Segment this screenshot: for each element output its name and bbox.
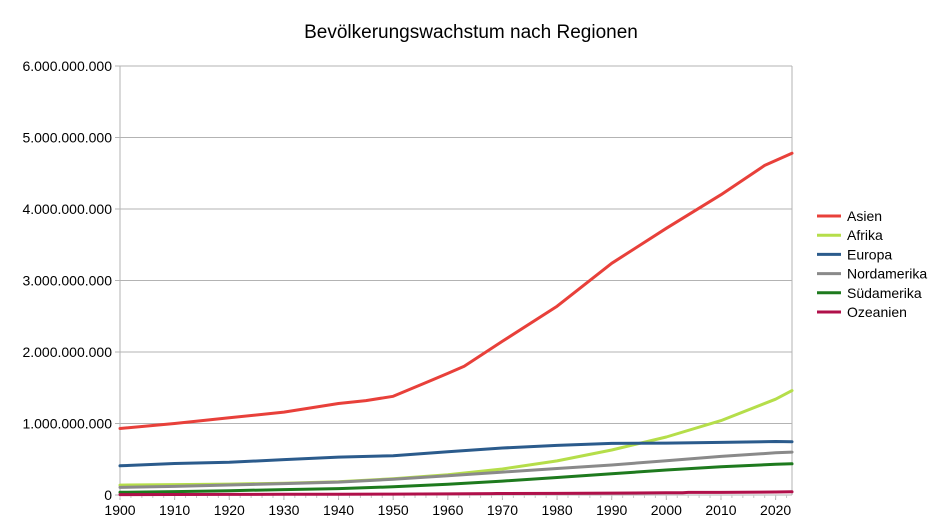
x-tick-label: 1900: [104, 502, 135, 518]
series-line-afrika: [118, 389, 794, 487]
y-tick-label: 0: [104, 487, 112, 503]
gridlines: [115, 65, 792, 496]
legend-label: Südamerika: [847, 285, 922, 301]
y-tick-label: 1.000.000.000: [22, 416, 112, 432]
legend: Asien Afrika Europa Nordamerika Südamerika Oz…: [817, 208, 927, 320]
x-tick-label: 1960: [432, 502, 463, 518]
x-tick-label: 1980: [541, 502, 572, 518]
series-line-asien: [118, 151, 794, 430]
x-axis-tick-labels: 1900 1910 1920 1930 1940 1950 1960 1970 1980 1990…: [104, 502, 791, 518]
x-tick-label: 1990: [596, 502, 627, 518]
series-line-ozeanien: [118, 490, 794, 497]
x-tick-label: 2020: [760, 502, 791, 518]
legend-label: Europa: [847, 246, 892, 262]
x-tick-label: 1910: [159, 502, 190, 518]
series-line-südamerika: [118, 462, 794, 494]
series-line-europa: [118, 440, 794, 468]
y-tick-label: 3.000.000.000: [22, 273, 112, 289]
legend-label: Nordamerika: [847, 266, 927, 282]
x-tick-label: 2010: [705, 502, 736, 518]
legend-label: Asien: [847, 208, 882, 224]
x-tick-label: 1930: [268, 502, 299, 518]
legend-label: Ozeanien: [847, 304, 907, 320]
y-tick-label: 2.000.000.000: [22, 344, 112, 360]
x-tick-label: 1920: [214, 502, 245, 518]
series-lines: [118, 151, 794, 497]
x-tick-label: 1940: [323, 502, 354, 518]
axes: [119, 66, 793, 500]
series-line-nordamerika: [118, 450, 794, 489]
x-tick-label: 2000: [651, 502, 682, 518]
y-axis-tick-labels: 0 1.000.000.000 2.000.000.000 3.000.000.000…: [22, 58, 112, 503]
y-tick-label: 6.000.000.000: [22, 58, 112, 74]
chart-title: Bevölkerungswachstum nach Regionen: [304, 22, 638, 43]
x-tick-label: 1950: [378, 502, 409, 518]
y-tick-label: 5.000.000.000: [22, 130, 112, 146]
legend-label: Afrika: [847, 227, 883, 243]
x-tick-label: 1970: [487, 502, 518, 518]
y-tick-label: 4.000.000.000: [22, 201, 112, 217]
